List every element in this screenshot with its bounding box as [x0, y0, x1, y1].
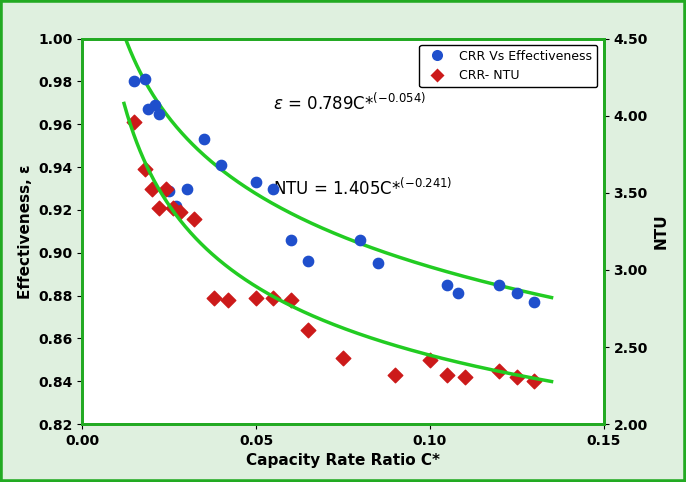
Point [143, 106, 154, 113]
Point [442, 371, 453, 379]
Point [129, 118, 140, 126]
Point [139, 75, 150, 83]
Point [268, 294, 279, 302]
Point [250, 294, 261, 302]
Legend: CRR Vs Effectiveness, CRR- NTU: CRR Vs Effectiveness, CRR- NTU [419, 45, 598, 87]
Point [285, 296, 296, 304]
Y-axis label: Effectiveness, ε: Effectiveness, ε [18, 164, 33, 299]
Point [216, 161, 227, 169]
Point [494, 281, 505, 289]
Point [209, 294, 220, 302]
Point [459, 373, 470, 381]
Point [303, 326, 314, 334]
Point [129, 78, 140, 85]
Text: $\varepsilon$ = 0.789C*$^{(-0.054)}$: $\varepsilon$ = 0.789C*$^{(-0.054)}$ [274, 92, 427, 113]
Text: NTU = 1.405C*$^{(-0.241)}$: NTU = 1.405C*$^{(-0.241)}$ [274, 178, 453, 199]
Point [511, 290, 522, 297]
Point [198, 135, 209, 143]
Point [372, 260, 383, 268]
Point [338, 354, 348, 362]
Point [139, 165, 150, 173]
Point [511, 373, 522, 381]
Point [529, 298, 540, 306]
X-axis label: Capacity Rate Ratio C*: Capacity Rate Ratio C* [246, 454, 440, 469]
Point [150, 101, 161, 109]
Point [529, 377, 540, 385]
Point [171, 202, 182, 210]
Point [153, 110, 164, 118]
Point [164, 187, 175, 195]
Point [303, 257, 314, 265]
Point [167, 204, 178, 212]
Point [494, 367, 505, 375]
Point [285, 236, 296, 244]
Point [153, 204, 164, 212]
Point [442, 281, 453, 289]
Point [425, 356, 436, 364]
Point [223, 296, 234, 304]
Point [355, 236, 366, 244]
Point [174, 208, 185, 216]
Point [390, 371, 401, 379]
Point [188, 214, 199, 222]
Point [181, 185, 192, 192]
Point [452, 290, 463, 297]
Point [146, 185, 157, 192]
Point [161, 185, 172, 192]
Y-axis label: NTU: NTU [653, 214, 668, 249]
Point [250, 178, 261, 186]
Point [268, 185, 279, 192]
